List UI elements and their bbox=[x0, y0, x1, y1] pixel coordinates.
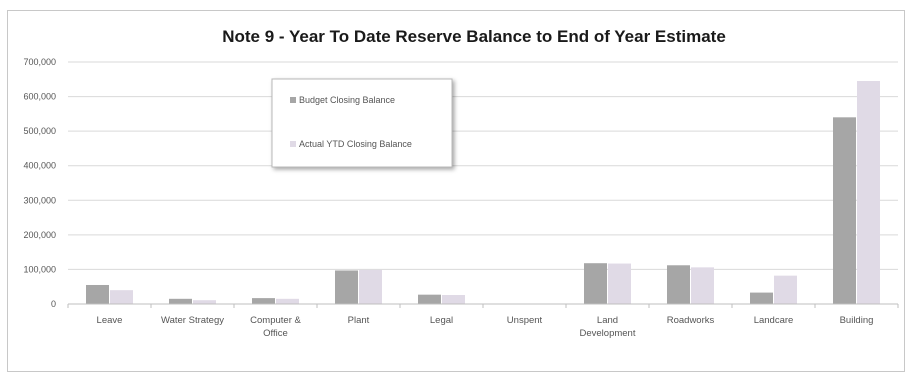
chart-title: Note 9 - Year To Date Reserve Balance to… bbox=[222, 27, 726, 46]
bar-actual bbox=[608, 263, 631, 304]
x-category-label: Water Strategy bbox=[161, 315, 224, 326]
legend: Budget Closing Balance Actual YTD Closin… bbox=[271, 78, 453, 168]
x-category-label: Legal bbox=[430, 315, 453, 326]
x-category-label: Building bbox=[840, 315, 874, 326]
legend-label-actual: Actual YTD Closing Balance bbox=[299, 139, 412, 149]
bar-budget bbox=[252, 298, 275, 304]
bar-budget bbox=[833, 117, 856, 304]
y-axis-ticks: 0 100,000 200,000 300,000 400,000 500,000 600,… bbox=[23, 57, 56, 309]
y-tick-label: 600,000 bbox=[23, 92, 56, 102]
bar-actual bbox=[442, 295, 465, 304]
x-category-label: Roadworks bbox=[667, 315, 715, 326]
bar-actual bbox=[110, 290, 133, 304]
x-category-label: Land Development bbox=[580, 315, 636, 339]
bar-actual bbox=[193, 300, 216, 304]
gridlines bbox=[68, 61, 898, 270]
bar-budget bbox=[86, 284, 109, 304]
x-category-label: Landcare bbox=[754, 315, 794, 326]
x-axis bbox=[67, 303, 899, 308]
bar-budget bbox=[169, 298, 192, 304]
y-tick-label: 200,000 bbox=[23, 230, 56, 240]
y-tick-label: 500,000 bbox=[23, 126, 56, 136]
x-category-label: Computer & Office bbox=[250, 315, 301, 339]
bars bbox=[86, 81, 880, 304]
x-axis-categories: Leave Water Strategy Computer & Office Plant… bbox=[97, 315, 874, 339]
legend-swatch-budget bbox=[290, 97, 296, 103]
legend-swatch-actual bbox=[290, 141, 296, 147]
bar-budget bbox=[418, 294, 441, 304]
bar-actual bbox=[691, 267, 714, 304]
bar-budget bbox=[750, 292, 773, 304]
bar-chart: Note 9 - Year To Date Reserve Balance to… bbox=[23, 27, 899, 339]
y-tick-label: 100,000 bbox=[23, 264, 56, 274]
y-tick-label: 700,000 bbox=[23, 57, 56, 67]
x-category-label: Plant bbox=[348, 315, 370, 326]
bar-actual bbox=[359, 269, 382, 304]
bar-actual bbox=[774, 275, 797, 304]
y-tick-label: 300,000 bbox=[23, 195, 56, 205]
bar-actual bbox=[857, 81, 880, 304]
x-category-label: Unspent bbox=[507, 315, 543, 326]
y-tick-label: 0 bbox=[51, 299, 56, 309]
x-category-label: Leave bbox=[97, 315, 123, 326]
legend-label-budget: Budget Closing Balance bbox=[299, 95, 395, 105]
bar-budget bbox=[335, 270, 358, 304]
bar-budget bbox=[584, 263, 607, 304]
bar-budget bbox=[667, 265, 690, 304]
y-tick-label: 400,000 bbox=[23, 161, 56, 171]
legend-box bbox=[271, 78, 453, 168]
bar-actual bbox=[276, 298, 299, 304]
chart-area: Note 9 - Year To Date Reserve Balance to… bbox=[7, 10, 905, 372]
